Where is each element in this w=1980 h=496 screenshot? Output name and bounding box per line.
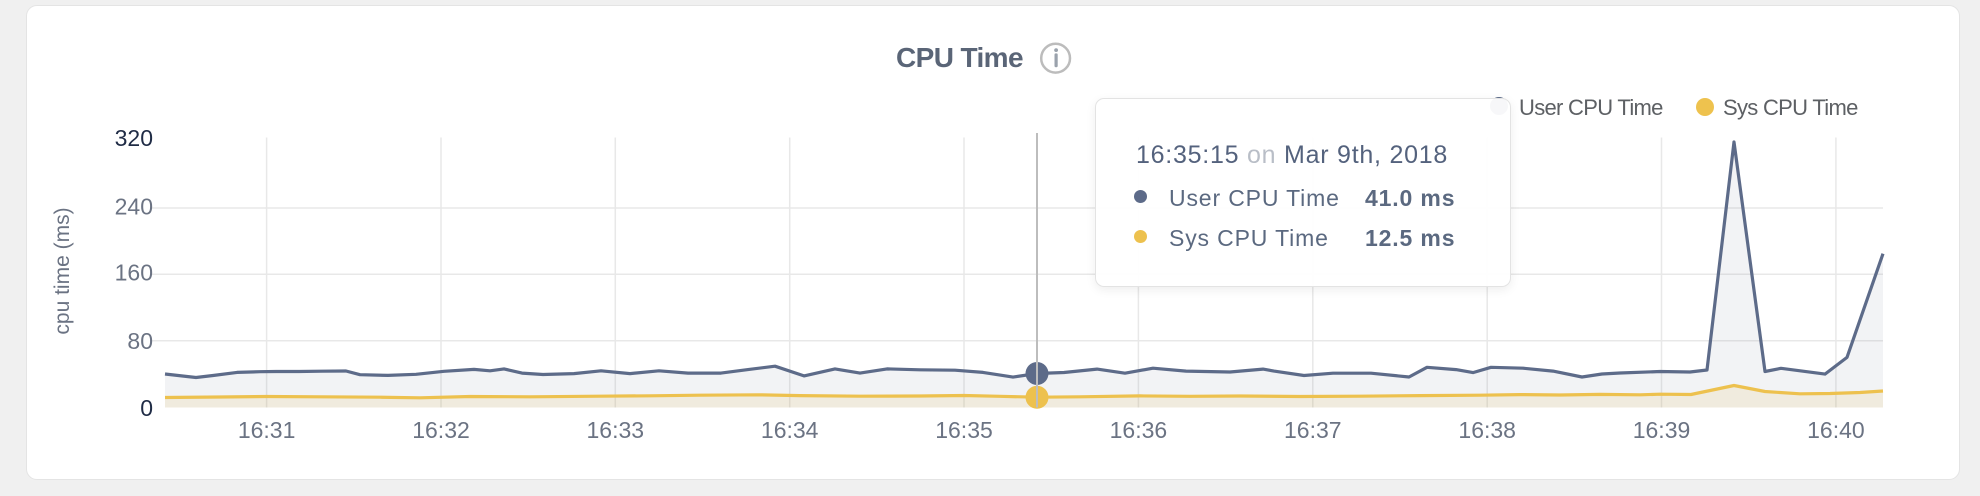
svg-text:16:34: 16:34 [761,417,819,443]
svg-text:16:35: 16:35 [935,417,993,443]
svg-text:16:38: 16:38 [1458,417,1516,443]
svg-text:0: 0 [140,395,153,421]
svg-text:160: 160 [115,260,153,286]
svg-text:16:32: 16:32 [412,417,470,443]
svg-text:80: 80 [127,328,153,354]
svg-text:16:31: 16:31 [238,417,296,443]
svg-text:16:40: 16:40 [1807,417,1865,443]
svg-text:240: 240 [115,194,153,220]
svg-text:cpu time (ms): cpu time (ms) [51,207,74,334]
svg-text:16:39: 16:39 [1633,417,1691,443]
svg-text:16:37: 16:37 [1284,417,1342,443]
svg-text:320: 320 [115,125,153,151]
svg-text:16:33: 16:33 [587,417,645,443]
svg-text:16:36: 16:36 [1110,417,1168,443]
